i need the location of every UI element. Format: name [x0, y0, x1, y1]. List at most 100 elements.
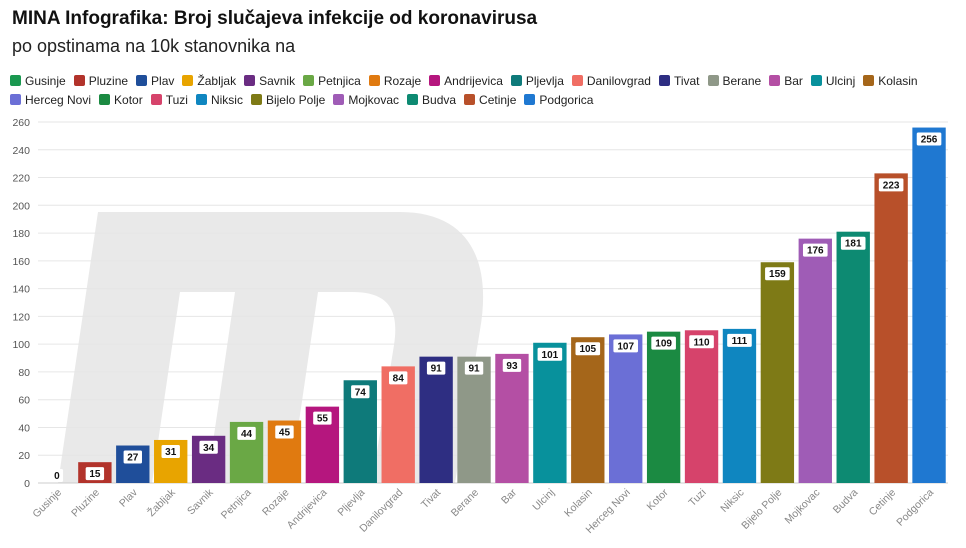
- data-label-text: 91: [431, 364, 443, 375]
- data-label: 34: [199, 440, 218, 454]
- legend-item[interactable]: Pljevlja: [510, 72, 564, 89]
- legend-swatch: [303, 75, 315, 86]
- legend-item[interactable]: Danilovgrad: [571, 72, 651, 89]
- legend-item[interactable]: Herceg Novi: [10, 91, 91, 108]
- data-label: 91: [426, 361, 446, 375]
- data-label-box: [840, 236, 866, 250]
- y-tick-label: 200: [12, 200, 30, 212]
- legend-item[interactable]: Petnjica: [303, 72, 361, 89]
- bar[interactable]: [836, 231, 870, 483]
- bar[interactable]: [533, 342, 567, 483]
- legend-item[interactable]: Andrijevica: [429, 72, 503, 89]
- bar[interactable]: [381, 366, 415, 483]
- data-label-box: [613, 339, 639, 353]
- legend-item[interactable]: Savnik: [244, 72, 295, 89]
- legend-label: Plav: [151, 73, 175, 88]
- bar[interactable]: [798, 238, 832, 483]
- legend-item[interactable]: Mojkovac: [333, 91, 399, 108]
- data-label-box: [537, 347, 563, 361]
- data-label-box: [878, 178, 904, 192]
- legend-item[interactable]: Pluzine: [73, 72, 128, 89]
- legend-item[interactable]: Kolasin: [863, 72, 918, 89]
- data-label-box: [50, 469, 64, 482]
- x-tick-label: Budva: [831, 487, 861, 517]
- bar[interactable]: [874, 173, 908, 483]
- legend-item[interactable]: Cetinje: [464, 91, 516, 108]
- data-label-box: [389, 371, 408, 385]
- legend-item[interactable]: Plav: [136, 72, 174, 89]
- y-tick-label: 0: [24, 478, 30, 490]
- x-tick-label: Kotor: [645, 486, 672, 513]
- y-tick-label: 40: [18, 422, 30, 434]
- legend-item[interactable]: Podgorica: [524, 91, 593, 108]
- x-tick-label: Podgorica: [894, 487, 936, 529]
- data-label-box: [161, 444, 180, 458]
- legend-item[interactable]: Žabljak: [182, 72, 236, 89]
- data-label-box: [123, 450, 142, 464]
- legend-item[interactable]: Gusinje: [10, 72, 66, 89]
- data-label: 101: [537, 347, 563, 361]
- legend-swatch: [99, 94, 111, 105]
- legend-item[interactable]: Budva: [407, 91, 456, 108]
- data-label-box: [464, 361, 484, 375]
- legend-label: Žabljak: [197, 73, 237, 88]
- bar[interactable]: [457, 356, 491, 483]
- legend-label: Cetinje: [479, 92, 517, 107]
- data-label-box: [916, 132, 942, 146]
- legend-swatch: [571, 75, 583, 86]
- x-tick-label: Cetinje: [867, 487, 899, 519]
- legend-item[interactable]: Berane: [707, 72, 762, 89]
- x-tick-label: Pljevlja: [335, 487, 367, 519]
- bar[interactable]: [684, 330, 719, 483]
- legend-item[interactable]: Bar: [769, 72, 803, 89]
- data-label-box: [727, 333, 752, 347]
- legend-swatch: [333, 94, 345, 105]
- legend-item[interactable]: Tivat: [658, 72, 700, 89]
- data-label: 91: [464, 361, 484, 375]
- legend-label: Bar: [784, 73, 803, 88]
- legend-item[interactable]: Kotor: [99, 91, 143, 108]
- legend-label: Tivat: [673, 73, 700, 88]
- legend-item[interactable]: Bijelo Polje: [250, 91, 325, 108]
- y-tick-label: 60: [18, 395, 30, 407]
- x-axis: Gusinje Pluzine Plav Žabljak Savnik Petnjica R…: [30, 485, 936, 536]
- x-tick-label: Rozaje: [260, 487, 292, 519]
- chart-legend: Gusinje Pluzine Plav Žabljak Savnik Petnjica R…: [10, 72, 960, 108]
- data-label: 105: [575, 342, 601, 356]
- bar[interactable]: [495, 353, 529, 483]
- legend-label: Petnjica: [318, 73, 361, 88]
- data-label-text: 101: [542, 350, 559, 361]
- data-label: 181: [840, 236, 866, 250]
- bar[interactable]: [912, 127, 946, 484]
- legend-label: Kotor: [114, 92, 143, 107]
- y-tick-label: 20: [18, 450, 30, 462]
- data-label-box: [765, 267, 790, 281]
- x-tick-label: Berane: [449, 487, 482, 520]
- legend-label: Berane: [722, 73, 762, 88]
- legend-item[interactable]: Tuzi: [150, 91, 188, 108]
- legend-item[interactable]: Rozaje: [368, 72, 421, 89]
- data-label-text: 159: [769, 269, 786, 280]
- legend-swatch: [510, 75, 522, 86]
- bar[interactable]: [571, 337, 605, 483]
- bar[interactable]: [760, 262, 795, 483]
- bar[interactable]: [722, 328, 757, 483]
- y-tick-label: 160: [12, 256, 30, 268]
- bar[interactable]: [609, 334, 643, 483]
- legend-item[interactable]: Niksic: [195, 91, 243, 108]
- legend-swatch: [810, 75, 822, 86]
- data-label-text: 74: [355, 387, 367, 398]
- data-label: 107: [613, 339, 639, 353]
- legend-label: Tuzi: [165, 92, 188, 107]
- data-label: 159: [765, 267, 790, 281]
- data-label-box: [351, 385, 370, 399]
- x-tick-label: Petnjica: [219, 487, 254, 522]
- bar[interactable]: [419, 356, 453, 483]
- bar[interactable]: [646, 331, 681, 483]
- legend-item[interactable]: Ulcinj: [810, 72, 855, 89]
- data-label-box: [426, 361, 446, 375]
- x-tick-label: Tuzi: [686, 487, 708, 509]
- x-tick-label: Ulcinj: [530, 487, 557, 514]
- data-label: 27: [123, 450, 142, 464]
